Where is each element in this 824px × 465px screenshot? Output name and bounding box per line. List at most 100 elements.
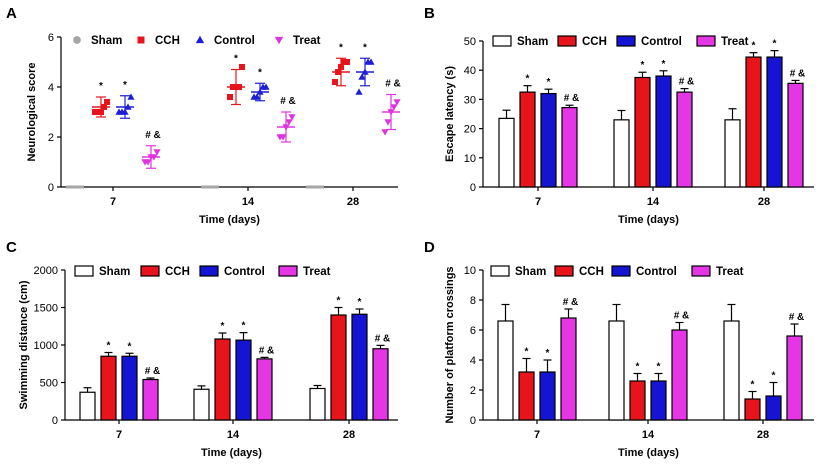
point-treat-28 [384, 119, 392, 126]
y-axis-title: Number of platform crossings [444, 266, 456, 423]
bar-treat-28 [372, 348, 389, 421]
bar-cch-7 [519, 91, 536, 188]
point-treat-7 [144, 159, 152, 166]
bar-treat-7 [560, 317, 577, 421]
legend-item-control: Control [616, 35, 682, 48]
panel-a: A 0 2 4 6 7 14 28 Time (days) Neurological score S… [6, 5, 401, 226]
bar-sham-28 [724, 119, 741, 188]
x-tick-label: 7 [535, 196, 541, 208]
legend-swatch [691, 265, 711, 277]
y-tick-label: 0 [470, 415, 476, 427]
y-tick-label: 1000 [34, 340, 58, 352]
significance-label: * [242, 321, 246, 332]
legend-marker [195, 35, 205, 44]
point-cch-28 [338, 64, 344, 70]
x-axis-title: Time (days) [618, 447, 679, 459]
legend-swatch [557, 35, 577, 47]
significance-label: * [358, 297, 362, 308]
significance-label: # & [679, 77, 695, 88]
significance-label: * [123, 80, 127, 91]
legend-item-treat: Treat [278, 265, 331, 278]
point-control-28 [355, 88, 363, 95]
y-tick-label: 6 [48, 32, 54, 44]
panel-c: C 0 500 1000 1500 2000 7 14 28 Time (days) Swimmin… [6, 239, 398, 459]
legend-item-treat: Treat [274, 35, 321, 47]
y-tick-label: 0 [48, 182, 54, 194]
x-tick-label: 28 [758, 196, 770, 208]
point-treat-28 [381, 129, 389, 136]
significance-label: * [99, 81, 103, 92]
legend-label: Control [224, 266, 265, 278]
point-cch-7 [98, 109, 104, 115]
x-tick-label: 14 [227, 429, 240, 441]
legend-swatch [278, 265, 298, 277]
bar-cch-28 [744, 398, 761, 421]
legend-item-control: Control [611, 265, 677, 278]
significance-label: * [221, 321, 225, 332]
legend-label: Control [641, 36, 682, 48]
y-tick-label: 4 [48, 82, 54, 94]
bar-control-14 [235, 339, 252, 421]
significance-label: # & [385, 79, 401, 90]
x-axis-title: Time (days) [618, 214, 679, 226]
legend-label: Treat [293, 35, 321, 47]
significance-label: * [525, 347, 529, 358]
x-tick-label: 7 [116, 429, 122, 441]
significance-label: * [128, 341, 132, 352]
bar-treat-14 [671, 329, 688, 421]
y-tick-label: 30 [464, 94, 476, 106]
point-control-28 [361, 68, 369, 75]
legend-item-treat: Treat [691, 265, 744, 278]
bar-cch-7 [100, 355, 117, 421]
legend-marker [274, 36, 284, 45]
y-axis-title: Escape latency (s) [444, 66, 456, 162]
significance-label: # & [789, 312, 805, 323]
y-tick-label: 40 [464, 65, 476, 77]
point-cch-14 [227, 94, 233, 100]
sham-points-7 [66, 185, 84, 189]
legend-label: CCH [155, 35, 180, 47]
legend-item-cch: CCH [140, 265, 190, 278]
y-tick-label: 0 [52, 415, 58, 427]
point-cch-28 [332, 79, 338, 85]
significance-label: # & [563, 297, 579, 308]
panel-b: B 0 10 20 30 40 50 7 14 28 Time (days) Escape laten… [424, 5, 814, 226]
point-cch-7 [101, 104, 107, 110]
bar-control-28 [765, 395, 782, 421]
legend-marker [73, 36, 81, 44]
legend-item-sham: Sham [73, 35, 122, 47]
y-tick-label: 10 [464, 153, 476, 165]
panel-letter: A [6, 5, 17, 22]
bar-sham-7 [497, 320, 514, 421]
bar-sham-7 [79, 391, 96, 421]
point-treat-14 [282, 124, 290, 131]
bar-sham-14 [613, 119, 630, 188]
x-tick-label: 28 [757, 429, 769, 441]
significance-label: * [234, 54, 238, 65]
y-tick-label: 500 [40, 378, 58, 390]
significance-label: * [363, 42, 367, 53]
legend-label: Treat [721, 36, 749, 48]
bar-sham-14 [193, 388, 210, 421]
bar-cch-28 [745, 56, 762, 188]
panel-d: D 0 2 4 6 8 10 7 14 28 Time (days) Number of platfo… [424, 239, 814, 459]
y-tick-label: 2 [48, 132, 54, 144]
legend-label: Sham [515, 266, 546, 278]
y-tick-label: 20 [464, 124, 476, 136]
significance-label: * [662, 59, 666, 70]
point-control-7 [121, 108, 129, 115]
significance-label: * [337, 296, 341, 307]
point-control-28 [367, 58, 375, 65]
sham-points-14 [201, 185, 219, 189]
bar-sham-7 [498, 117, 515, 188]
y-tick-label: 0 [470, 182, 476, 194]
legend-label: CCH [582, 36, 607, 48]
legend-swatch [140, 265, 160, 277]
legend-marker [137, 36, 145, 44]
bar-cch-14 [629, 380, 646, 421]
significance-label: # & [145, 130, 161, 141]
significance-label: # & [674, 311, 690, 322]
legend-item-control: Control [199, 265, 265, 278]
legend-label: Sham [517, 36, 548, 48]
significance-label: * [772, 371, 776, 382]
